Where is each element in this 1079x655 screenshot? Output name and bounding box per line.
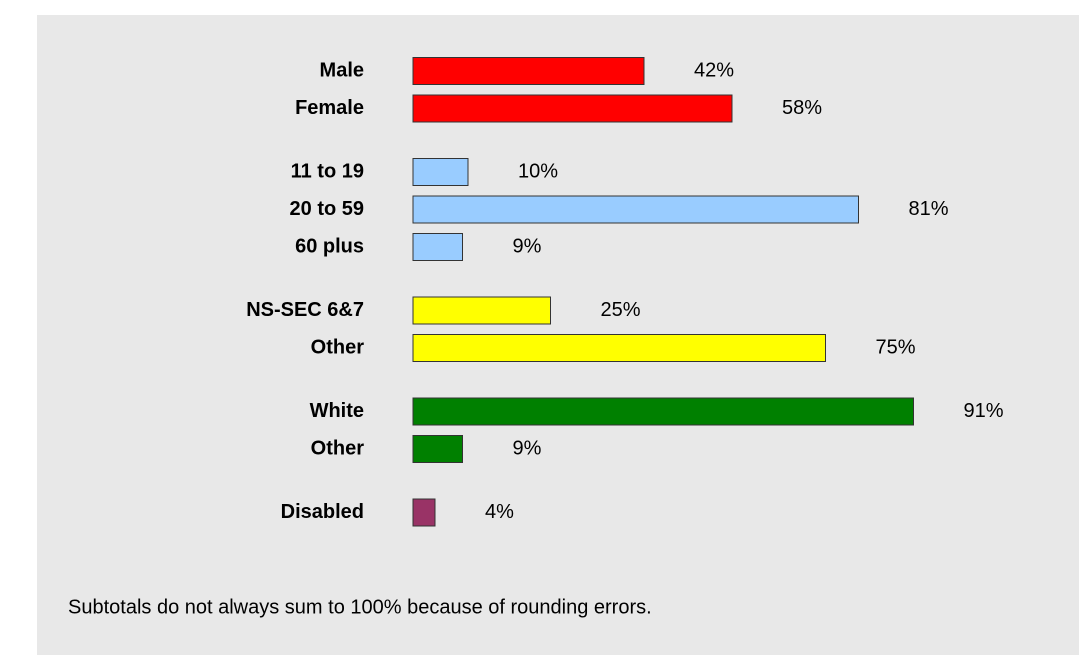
value-label: 58% <box>782 97 822 119</box>
bar <box>412 498 436 527</box>
category-label: 60 plus <box>295 235 364 257</box>
value-label: 10% <box>518 160 558 182</box>
category-label: White <box>310 400 364 422</box>
category-label: Other <box>311 437 365 459</box>
category-label: NS-SEC 6&7 <box>246 299 364 321</box>
bar <box>412 334 826 362</box>
category-label: 11 to 19 <box>291 160 364 182</box>
bar <box>412 435 463 463</box>
value-label: 91% <box>964 400 1004 422</box>
bar <box>412 57 645 85</box>
value-label: 9% <box>513 437 542 459</box>
category-label: Male <box>320 59 364 81</box>
footnote: Subtotals do not always sum to 100% beca… <box>68 596 652 618</box>
value-label: 25% <box>601 299 641 321</box>
value-label: 75% <box>876 336 916 358</box>
category-label: 20 to 59 <box>290 198 364 220</box>
category-label: Disabled <box>281 501 364 523</box>
value-label: 9% <box>513 235 542 257</box>
bar <box>412 397 914 426</box>
category-label: Other <box>311 336 365 358</box>
bar <box>412 233 463 261</box>
bar <box>412 195 859 224</box>
bar <box>412 296 551 325</box>
value-label: 42% <box>694 59 734 81</box>
value-label: 4% <box>485 501 514 523</box>
category-label: Female <box>295 97 364 119</box>
bar <box>412 158 469 186</box>
bar <box>412 94 733 123</box>
value-label: 81% <box>909 198 949 220</box>
